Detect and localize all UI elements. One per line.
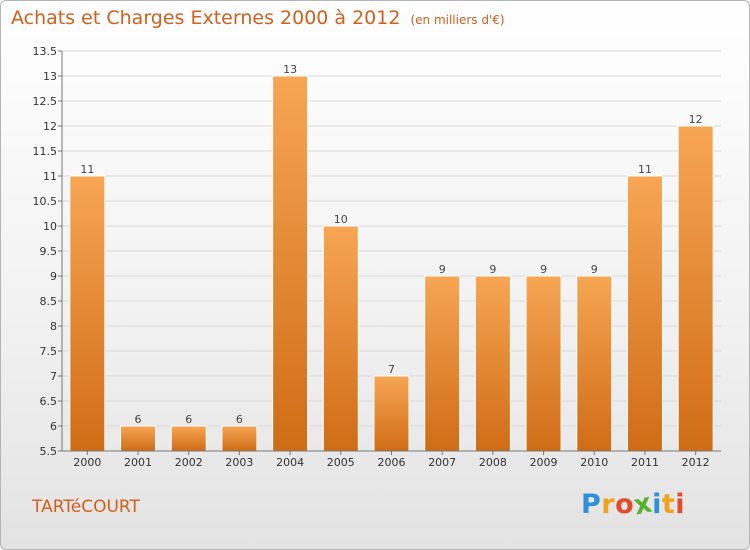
bar-2011 (626, 175, 663, 452)
x-tick-label: 2012 (682, 456, 710, 469)
bar-2000 (69, 175, 106, 452)
y-tick-label: 8 (50, 320, 57, 333)
bar-2002 (170, 425, 207, 452)
proxiti-logo: Proxiti (581, 487, 686, 521)
value-label: 12 (689, 113, 703, 126)
value-label: 9 (591, 263, 598, 276)
y-tick-label: 9.5 (40, 245, 58, 258)
value-label: 7 (388, 363, 395, 376)
x-tick-label: 2010 (580, 456, 608, 469)
value-label: 6 (236, 413, 243, 426)
bar-2001 (120, 425, 157, 452)
x-tick-label: 2001 (124, 456, 152, 469)
bar-2003 (221, 425, 258, 452)
y-tick-label: 5.5 (40, 445, 58, 458)
y-tick-label: 11.5 (33, 145, 58, 158)
value-label: 10 (334, 213, 348, 226)
x-tick-label: 2009 (530, 456, 558, 469)
y-tick-label: 12 (43, 120, 57, 133)
x-tick-label: 2006 (378, 456, 406, 469)
y-tick-label: 11 (43, 170, 57, 183)
x-tick-label: 2005 (327, 456, 355, 469)
y-tick-label: 10.5 (33, 195, 58, 208)
x-tick-label: 2002 (175, 456, 203, 469)
y-tick-label: 13 (43, 70, 57, 83)
value-label: 6 (185, 413, 192, 426)
value-label: 13 (283, 63, 297, 76)
value-label: 9 (540, 263, 547, 276)
bar-2009 (525, 275, 562, 452)
x-tick-label: 2011 (631, 456, 659, 469)
logo-letter: P (581, 489, 602, 520)
y-tick-label: 10 (43, 220, 57, 233)
logo-letter: r (601, 489, 616, 520)
value-label: 11 (80, 163, 94, 176)
x-tick-label: 2008 (479, 456, 507, 469)
y-tick-label: 13.5 (33, 45, 58, 58)
value-label: 9 (439, 263, 446, 276)
bar-2006 (373, 375, 410, 452)
logo-letter: i (675, 489, 686, 520)
x-tick-label: 2000 (73, 456, 101, 469)
y-tick-label: 7 (50, 370, 57, 383)
logo-letter: o (615, 489, 635, 520)
y-tick-label: 6 (50, 420, 57, 433)
x-tick-label: 2007 (428, 456, 456, 469)
x-tick-label: 2004 (276, 456, 304, 469)
value-label: 11 (638, 163, 652, 176)
bar-2008 (474, 275, 511, 452)
y-tick-label: 6.5 (40, 395, 58, 408)
y-tick-label: 8.5 (40, 295, 58, 308)
chart-title: Achats et Charges Externes 2000 à 2012 (e… (11, 7, 505, 29)
y-tick-label: 9 (50, 270, 57, 283)
value-label: 9 (489, 263, 496, 276)
y-tick-label: 7.5 (40, 345, 58, 358)
bar-2004 (272, 75, 309, 452)
y-tick-label: 12.5 (33, 95, 58, 108)
chart-title-text: Achats et Charges Externes 2000 à 2012 (11, 7, 401, 29)
bar-2012 (677, 125, 714, 452)
commune-name: TARTéCOURT (32, 497, 140, 517)
bar-2007 (424, 275, 461, 452)
logo-letter: t (661, 489, 676, 520)
logo-letter: i (652, 489, 662, 520)
x-tick-label: 2003 (225, 456, 253, 469)
chart-unit-subtitle: (en milliers d'€) (410, 13, 505, 27)
bar-2005 (322, 225, 359, 452)
bar-2010 (576, 275, 613, 452)
value-label: 6 (135, 413, 142, 426)
